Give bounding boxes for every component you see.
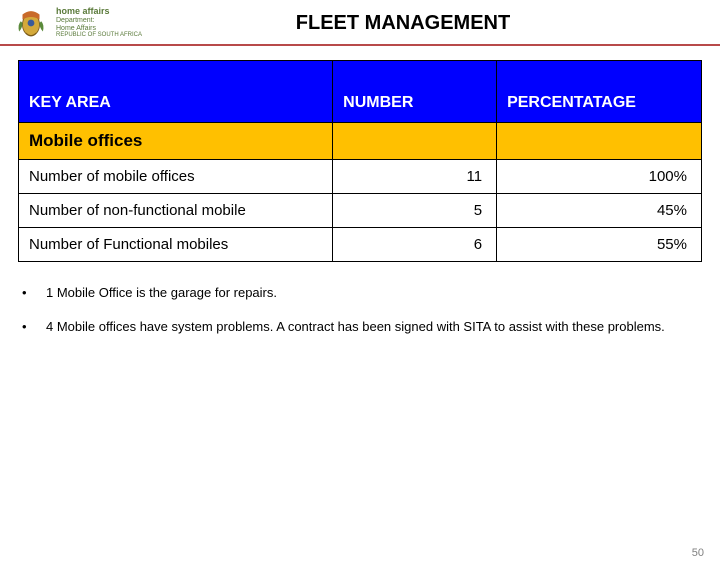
bullet-icon: •: [22, 284, 46, 302]
subheader-blank-2: [497, 123, 702, 160]
bullet-text: 1 Mobile Office is the garage for repair…: [46, 284, 277, 302]
col-header-key: KEY AREA: [19, 61, 333, 123]
col-header-percentage: PERCENTATAGE: [497, 61, 702, 123]
page-number: 50: [692, 547, 704, 559]
cell-key: Number of mobile offices: [19, 160, 333, 194]
table-row: Number of non-functional mobile 5 45%: [19, 194, 702, 228]
table-row: Number of Functional mobiles 6 55%: [19, 228, 702, 262]
cell-percentage: 100%: [497, 160, 702, 194]
list-item: • 4 Mobile offices have system problems.…: [22, 318, 698, 336]
table-subheader-row: Mobile offices: [19, 123, 702, 160]
col-header-number: NUMBER: [333, 61, 497, 123]
cell-number: 5: [333, 194, 497, 228]
subheader-blank-1: [333, 123, 497, 160]
fleet-table: KEY AREA NUMBER PERCENTATAGE Mobile offi…: [18, 60, 702, 262]
subheader-label: Mobile offices: [19, 123, 333, 160]
cell-number: 11: [333, 160, 497, 194]
bullet-text: 4 Mobile offices have system problems. A…: [46, 318, 665, 336]
cell-number: 6: [333, 228, 497, 262]
header: home affairs Department: Home Affairs RE…: [0, 0, 720, 46]
bullet-list: • 1 Mobile Office is the garage for repa…: [0, 262, 720, 335]
coat-of-arms-icon: [14, 6, 48, 40]
cell-key: Number of non-functional mobile: [19, 194, 333, 228]
list-item: • 1 Mobile Office is the garage for repa…: [22, 284, 698, 302]
bullet-icon: •: [22, 318, 46, 336]
table-row: Number of mobile offices 11 100%: [19, 160, 702, 194]
cell-percentage: 55%: [497, 228, 702, 262]
table-header-row: KEY AREA NUMBER PERCENTATAGE: [19, 61, 702, 123]
page-title: FLEET MANAGEMENT: [100, 12, 706, 35]
cell-percentage: 45%: [497, 194, 702, 228]
cell-key: Number of Functional mobiles: [19, 228, 333, 262]
table-container: KEY AREA NUMBER PERCENTATAGE Mobile offi…: [0, 46, 720, 262]
